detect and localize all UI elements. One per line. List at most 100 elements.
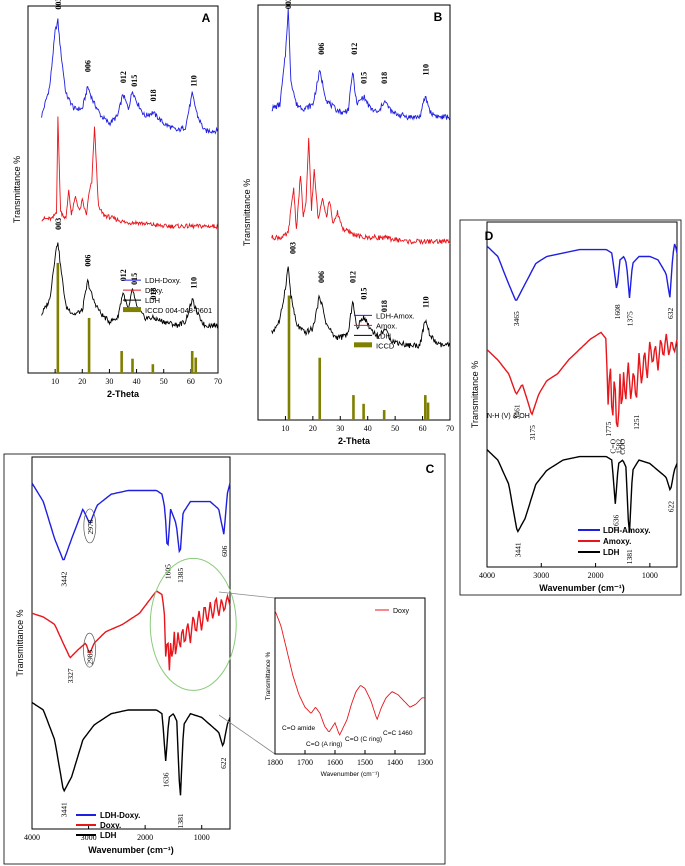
- ci-series-drug: [274, 610, 425, 736]
- b-series-composite: [271, 8, 451, 121]
- b-peak-label: 012: [349, 271, 358, 283]
- a-iccd-bar: [56, 262, 60, 373]
- b-x-axis-label: 2-Theta: [338, 436, 371, 446]
- a-legend-label: Doxy.: [145, 286, 164, 295]
- panel-b: 10 20 30 40 50 60 70 2-Theta Transmittance % B 003…: [242, 0, 454, 446]
- c-peak-label: 622: [219, 757, 228, 769]
- d-x-tick-label: 2000: [588, 571, 604, 580]
- d-legend-label: LDH-Amoxy.: [603, 526, 650, 535]
- a-x-tick-label: 40: [133, 377, 141, 386]
- a-legend-label: LDH-Doxy.: [145, 276, 181, 285]
- d-peak-label: 3465: [512, 311, 521, 326]
- c-x-tick-label: 3000: [81, 833, 97, 842]
- a-peak-label: 006: [84, 255, 93, 267]
- a-x-tick-label: 60: [187, 377, 195, 386]
- ci-annotation: C=O (A ring): [306, 741, 342, 748]
- a-panel-label: A: [202, 11, 211, 25]
- c-peak-label: 1381: [176, 813, 185, 828]
- a-peak-label: 018: [149, 89, 158, 101]
- a-peak-label: 003: [54, 0, 63, 10]
- a-legend-label: LDH: [145, 296, 160, 305]
- d-legend: LDH-Amoxy. Amoxy. LDH: [578, 526, 650, 557]
- b-x-tick-label: 30: [336, 424, 344, 433]
- c-y-axis-label: Transmittance %: [15, 609, 25, 676]
- d-x-tick-label: 1000: [642, 571, 658, 580]
- c-x-tick-label: 4000: [24, 833, 40, 842]
- panel-c-frame: [3, 453, 446, 865]
- d-y-axis-label: Transmittance %: [470, 361, 480, 428]
- b-peak-label: 015: [360, 72, 369, 84]
- a-x-tick-label: 70: [214, 377, 222, 386]
- b-peak-label: 018: [380, 300, 389, 312]
- a-iccd-bar: [194, 357, 198, 373]
- b-iccd-bar: [318, 357, 322, 420]
- b-x-tick-label: 10: [281, 424, 289, 433]
- b-legend-label: LDH-Amox.: [376, 311, 415, 320]
- b-peak-label: 012: [350, 43, 359, 55]
- b-legend-label: ICCD: [376, 341, 395, 350]
- d-legend-label: LDH: [603, 548, 620, 557]
- ci-annotation: C=C 1460: [383, 730, 413, 737]
- a-peak-label: 012: [119, 269, 128, 281]
- b-peak-label: 003: [284, 0, 293, 9]
- ci-plot-frame: [274, 597, 426, 755]
- b-iccd-bar: [382, 410, 386, 420]
- c-peak-label: 1636: [162, 772, 171, 787]
- b-legend-label: Amox.: [376, 321, 397, 330]
- b-panel-label: B: [434, 10, 443, 24]
- a-peak-label: 015: [130, 75, 139, 87]
- d-peak-label: 1775: [604, 421, 613, 436]
- panel-c: 4000 3000 2000 1000 Wavenumber (cm⁻¹) Transmi…: [15, 456, 435, 855]
- a-iccd-bar: [190, 350, 194, 373]
- b-x-tick-label: 70: [446, 424, 454, 433]
- ci-x-tick-label: 1600: [327, 758, 343, 767]
- a-peak-label: 015: [130, 273, 139, 285]
- b-peak-label: 006: [317, 271, 326, 283]
- b-x-tick-label: 40: [364, 424, 372, 433]
- b-x-tick-label: 50: [391, 424, 399, 433]
- d-peak-label: 1251: [632, 415, 641, 430]
- c-panel-label: C: [426, 462, 435, 476]
- c-zoom-connector: [218, 591, 276, 599]
- c-x-axis-label: Wavenumber (cm⁻¹): [88, 845, 173, 855]
- ci-annotation: C=O (C ring): [345, 736, 382, 743]
- b-legend-label: LDH: [376, 331, 391, 340]
- b-legend-swatch: [354, 342, 372, 348]
- b-x-tick-label: 20: [309, 424, 317, 433]
- a-x-tick-label: 20: [78, 377, 86, 386]
- d-peak-label: COO: [618, 438, 627, 454]
- panel-d: 4000 3000 2000 1000 Wavenumber (cm⁻¹) Transmi…: [470, 221, 678, 593]
- b-x-tick-label: 60: [419, 424, 427, 433]
- d-peak-label: 1608: [613, 304, 622, 319]
- c-peak-label: 3442: [60, 571, 69, 586]
- a-x-tick-label: 50: [160, 377, 168, 386]
- a-peak-label: 110: [190, 75, 199, 87]
- ci-legend-label: Doxy: [393, 608, 409, 615]
- d-peak-label: 1636: [611, 515, 620, 530]
- ci-y-axis-label: Transmittance %: [265, 652, 272, 701]
- b-peak-label: 018: [380, 72, 389, 84]
- ci-x-tick-label: 1700: [297, 758, 313, 767]
- c-ellipse-2983: [83, 632, 96, 668]
- d-peak-label: 3175: [528, 425, 537, 440]
- b-series-drug: [271, 137, 451, 245]
- b-peak-label: 015: [360, 288, 369, 300]
- c-peak-label: 2978: [86, 519, 95, 534]
- b-peak-label: 003: [288, 242, 297, 254]
- d-series-drug: [486, 331, 678, 428]
- a-legend-swatch: [123, 307, 141, 313]
- panel-d-frame: [459, 219, 682, 596]
- d-series-composite: [486, 243, 678, 301]
- d-peak-label: 1582: [614, 439, 623, 454]
- c-series-composite: [31, 482, 231, 561]
- c-peak-label: 2983: [86, 649, 95, 664]
- c-peak-label: 3441: [60, 802, 69, 817]
- d-x-tick-label: 3000: [533, 571, 549, 580]
- b-peak-label: 006: [317, 43, 326, 55]
- c-x-tick-label: 1000: [194, 833, 210, 842]
- ci-x-tick-label: 1300: [417, 758, 433, 767]
- d-peak-label: 622: [666, 501, 675, 513]
